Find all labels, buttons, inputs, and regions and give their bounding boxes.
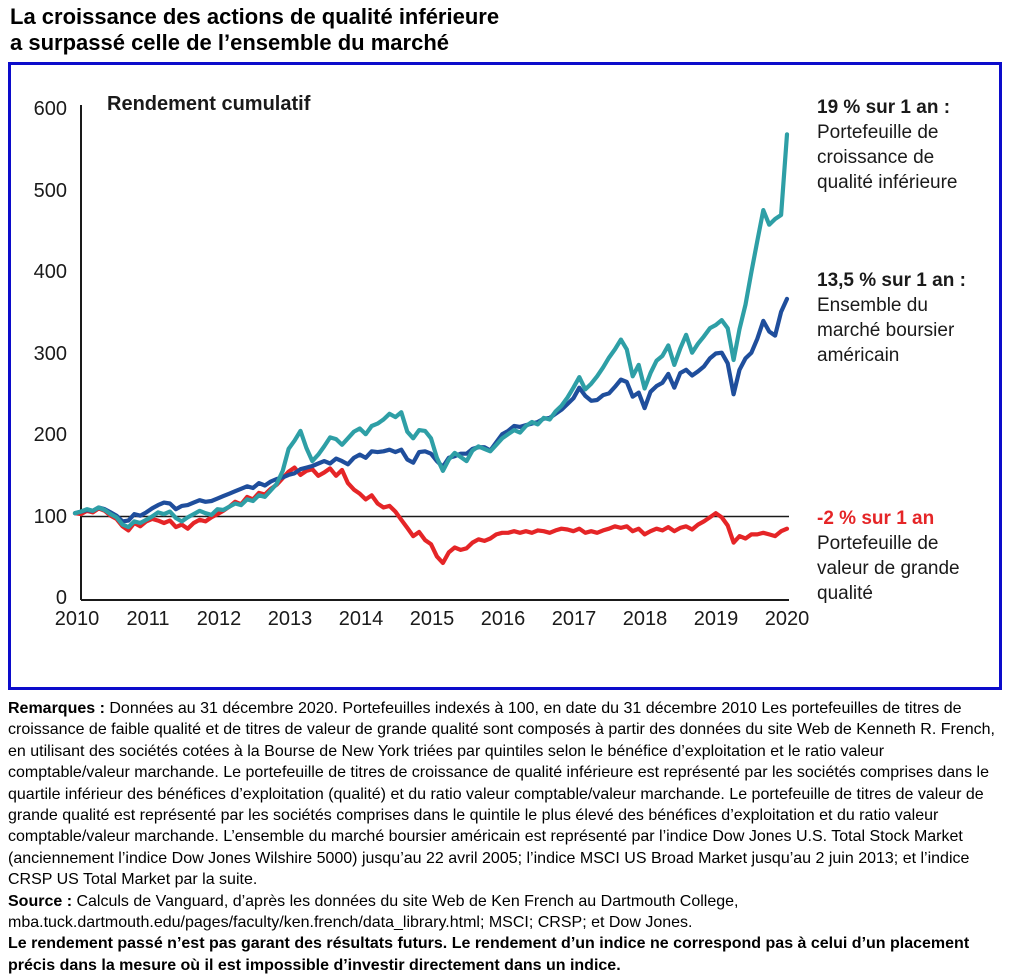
chart-panel: Rendement cumulatif 600 500 400 300 200 100 0 … [8,62,1002,690]
x-tick-label-2018: 2018 [622,608,668,630]
footnote-source-text: Calculs de Vanguard, d’après les données… [8,892,739,932]
x-tick-label-2016: 2016 [480,608,526,630]
annotation-us-market-return: 13,5 % sur 1 an : [817,270,966,291]
footnote-disclaimer: Le rendement passé n’est pas garant des … [8,935,970,974]
footnote-source: Source : Calculs de Vanguard, d’après le… [8,891,1004,934]
y-tick-label-0: 0 [55,587,67,609]
annotation-high-quality-value-line1: Portefeuille de [817,533,939,554]
page-title-line-2: a surpassé celle de l’ensemble du marché [10,30,449,55]
annotation-high-quality-value-line2: valeur de grande [817,558,960,579]
x-tick-label-2019: 2019 [693,608,739,630]
page-title-line-1: La croissance des actions de qualité inf… [10,4,500,29]
annotation-low-quality-growth-line1: Portefeuille de [817,122,939,143]
series-high-quality-value [72,465,790,566]
y-tick-label-300: 300 [33,342,67,365]
x-tick-label-2010: 2010 [54,608,100,630]
x-tick-label-2017: 2017 [551,608,597,630]
annotation-low-quality-growth-line2: croissance de [817,147,935,168]
page-title: La croissance des actions de qualité inf… [10,4,499,56]
footnote-source-label: Source : [8,892,73,910]
footnote-remarks-label: Remarques : [8,700,105,717]
annotation-us-market-line1: Ensemble du [817,295,928,316]
cumulative-return-line-chart [72,105,790,601]
x-tick-label-2014: 2014 [338,608,384,630]
footnote-remarks: Remarques : Données au 31 décembre 2020.… [8,698,1004,891]
annotation-low-quality-growth-return: 19 % sur 1 an : [817,97,951,118]
chart-title: Rendement cumulatif [107,93,311,115]
x-tick-label-2011: 2011 [126,608,170,630]
series-low-quality-growth [72,132,790,530]
x-tick-label-2012: 2012 [196,608,242,630]
y-tick-label-100: 100 [33,505,67,528]
series-us-market [72,296,790,524]
annotation-high-quality-value: -2 % sur 1 an Portefeuille de valeur de … [817,506,999,606]
annotation-low-quality-growth-line3: qualité inférieure [817,172,958,193]
x-tick-label-2015: 2015 [409,608,455,630]
annotation-high-quality-value-return: -2 % sur 1 an [817,508,935,529]
x-tick-label-2020: 2020 [764,608,810,630]
y-tick-label-200: 200 [33,424,67,446]
annotation-low-quality-growth: 19 % sur 1 an : Portefeuille de croissan… [817,95,999,195]
annotation-high-quality-value-line3: qualité [817,583,873,604]
x-tick-label-2013: 2013 [267,608,313,630]
annotation-us-market: 13,5 % sur 1 an : Ensemble du marché bou… [817,268,999,368]
y-tick-label-400: 400 [33,261,67,283]
annotation-us-market-line3: américain [817,345,900,366]
footnote-remarks-text: Données au 31 décembre 2020. Portefeuill… [8,700,995,889]
footnotes: Remarques : Données au 31 décembre 2020.… [8,698,1004,976]
y-tick-label-600: 600 [33,98,67,120]
y-tick-label-500: 500 [33,179,67,202]
annotation-us-market-line2: marché boursier [817,320,955,341]
